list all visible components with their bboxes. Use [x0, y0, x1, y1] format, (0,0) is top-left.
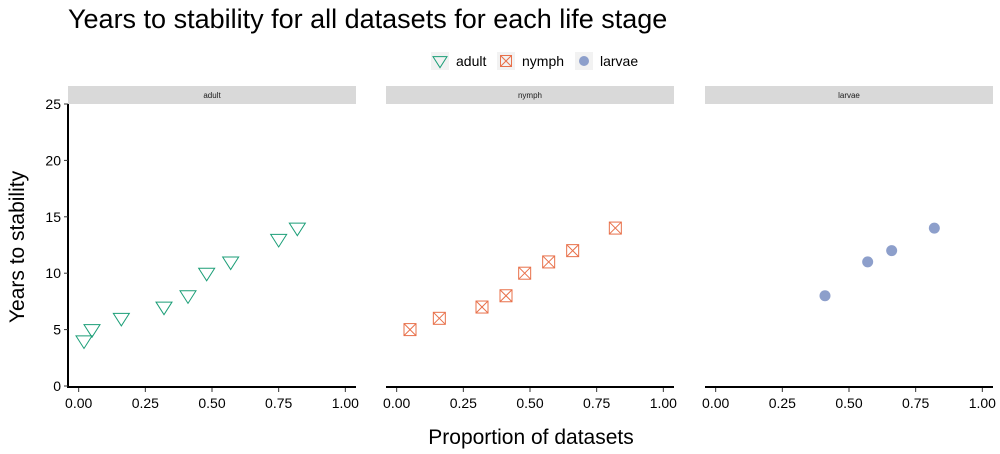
x-tick-label: 0.25 [132, 395, 159, 411]
data-point-adult [197, 267, 216, 282]
facet-panel-adult: adult 0.00 0.25 0.50 0.75 1.00 [65, 86, 359, 411]
legend: adult nymph larvae [431, 52, 638, 70]
data-point-adult [112, 312, 131, 327]
data-point-adult [288, 222, 307, 237]
legend-item-larvae: larvae [575, 52, 638, 70]
data-point-nymph [608, 221, 622, 235]
facet-strip-label: larvae [838, 91, 860, 100]
y-tick-label: 10 [45, 265, 61, 281]
data-point-nymph [403, 323, 417, 337]
chart-title: Years to stability for all datasets for … [68, 4, 667, 34]
data-point-nymph [499, 289, 513, 303]
x-tick-label: 1.00 [332, 395, 359, 411]
data-point-adult [221, 256, 240, 271]
facet-strip-larvae [705, 86, 993, 104]
legend-key-nymph [500, 55, 512, 67]
facet-strip-adult [68, 86, 356, 104]
data-point-adult [269, 233, 288, 248]
y-tick-label: 5 [53, 322, 61, 338]
x-tick-label: 0.50 [198, 395, 225, 411]
facet-strip-label: adult [203, 91, 221, 100]
legend-item-adult: adult [431, 52, 486, 70]
data-point-larvae [928, 222, 940, 234]
x-tick-label: 1.00 [969, 395, 996, 411]
data-point-adult [83, 324, 101, 339]
data-point-larvae [862, 256, 874, 268]
x-tick-label: 0.25 [450, 395, 477, 411]
y-axis-title: Years to stability [6, 170, 29, 323]
data-point-nymph [432, 311, 446, 325]
data-point-nymph [542, 255, 556, 269]
x-tick-label: 0.75 [265, 395, 292, 411]
x-tick-label: 0.00 [383, 395, 410, 411]
y-tick-label: 15 [45, 209, 61, 225]
x-tick-label: 0.25 [769, 395, 796, 411]
y-tick-label: 20 [45, 152, 61, 168]
x-tick-label: 0.00 [65, 395, 92, 411]
facet-panel-nymph: nymph 0.00 0.25 0.50 0.75 1.00 [383, 86, 677, 411]
legend-key-adult [432, 56, 448, 69]
x-tick-label: 0.75 [583, 395, 610, 411]
x-tick-label: 0.75 [902, 395, 929, 411]
data-point-larvae [819, 290, 831, 302]
data-point-adult [75, 335, 93, 350]
x-axis-title: Proportion of datasets [428, 426, 633, 449]
x-tick-label: 1.00 [650, 395, 677, 411]
data-point-adult [155, 301, 173, 316]
y-axis: 0 5 10 15 20 25 [45, 96, 69, 394]
x-tick-label: 0.50 [835, 395, 862, 411]
data-point-adult [179, 290, 197, 305]
legend-item-nymph: nymph [497, 52, 564, 70]
y-tick-label: 25 [45, 96, 61, 112]
facet-strip-nymph [386, 86, 674, 104]
data-point-nymph [475, 300, 489, 314]
legend-label: nymph [522, 53, 564, 69]
data-point-larvae [886, 245, 898, 257]
facet-panel-larvae: larvae 0.00 0.25 0.50 0.75 1.00 [702, 86, 996, 411]
y-tick-label: 0 [53, 378, 61, 394]
data-point-nymph [566, 244, 580, 258]
legend-label: adult [456, 53, 486, 69]
facet-strip-label: nymph [518, 91, 542, 100]
x-tick-label: 0.50 [516, 395, 543, 411]
legend-label: larvae [600, 53, 638, 69]
x-tick-label: 0.00 [702, 395, 729, 411]
facet-panels: adult 0.00 0.25 0.50 0.75 1.00 nymph 0.00 0.25 0.… [65, 86, 996, 411]
legend-key-larvae [579, 56, 589, 66]
data-point-nymph [518, 266, 532, 280]
